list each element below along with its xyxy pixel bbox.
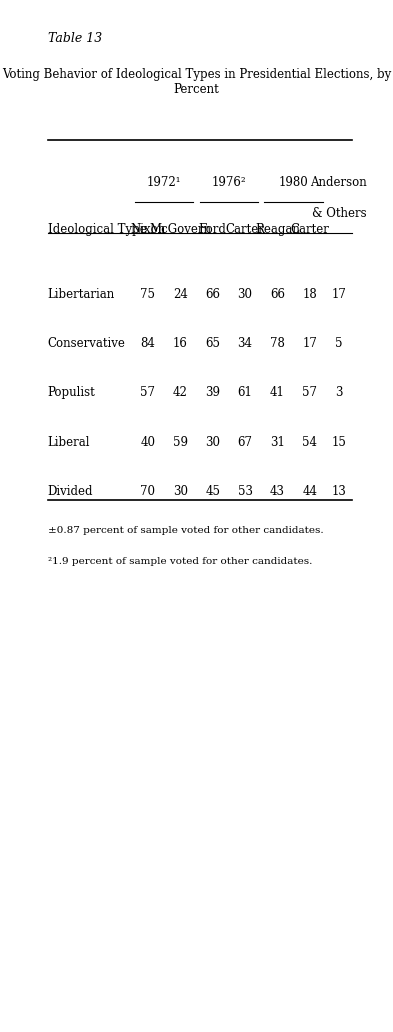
Text: ±0.87 percent of sample voted for other candidates.: ±0.87 percent of sample voted for other … [48, 525, 323, 535]
Text: McGovern: McGovern [149, 223, 211, 235]
Text: 54: 54 [302, 436, 317, 449]
Text: 59: 59 [173, 436, 188, 449]
Text: 75: 75 [140, 288, 156, 300]
Text: Populist: Populist [48, 386, 95, 399]
Text: 24: 24 [173, 288, 188, 300]
Text: 13: 13 [331, 485, 346, 498]
Text: Nixon: Nixon [130, 223, 165, 235]
Text: ²1.9 percent of sample voted for other candidates.: ²1.9 percent of sample voted for other c… [48, 556, 312, 566]
Text: Divided: Divided [48, 485, 93, 498]
Text: 34: 34 [237, 336, 253, 350]
Text: Carter: Carter [226, 223, 264, 235]
Text: 18: 18 [302, 288, 317, 300]
Text: 30: 30 [237, 288, 253, 300]
Text: 57: 57 [302, 386, 317, 399]
Text: 15: 15 [331, 436, 346, 449]
Text: 30: 30 [205, 436, 220, 449]
Text: 84: 84 [141, 336, 155, 350]
Text: Carter: Carter [290, 223, 329, 235]
Text: 78: 78 [270, 336, 285, 350]
Text: 67: 67 [237, 436, 253, 449]
Text: Reagan: Reagan [255, 223, 300, 235]
Text: 5: 5 [335, 336, 343, 350]
Text: 17: 17 [302, 336, 317, 350]
Text: Liberal: Liberal [48, 436, 90, 449]
Text: 43: 43 [270, 485, 285, 498]
Text: 31: 31 [270, 436, 285, 449]
Text: 53: 53 [237, 485, 253, 498]
Text: Anderson: Anderson [310, 176, 367, 189]
Text: Conservative: Conservative [48, 336, 125, 350]
Text: 39: 39 [205, 386, 220, 399]
Text: Voting Behavior of Ideological Types in Presidential Elections, by Percent: Voting Behavior of Ideological Types in … [2, 68, 391, 96]
Text: 66: 66 [205, 288, 220, 300]
Text: Ideological Type: Ideological Type [48, 223, 147, 235]
Text: 42: 42 [173, 386, 188, 399]
Text: Table 13: Table 13 [48, 32, 102, 45]
Text: 70: 70 [140, 485, 156, 498]
Text: & Others: & Others [312, 207, 366, 220]
Text: 1980: 1980 [279, 176, 309, 189]
Text: 66: 66 [270, 288, 285, 300]
Text: 40: 40 [140, 436, 156, 449]
Text: 41: 41 [270, 386, 285, 399]
Text: 44: 44 [302, 485, 317, 498]
Text: 16: 16 [173, 336, 188, 350]
Text: Ford: Ford [199, 223, 227, 235]
Text: 57: 57 [140, 386, 156, 399]
Text: 65: 65 [205, 336, 220, 350]
Text: 17: 17 [331, 288, 346, 300]
Text: 61: 61 [238, 386, 252, 399]
Text: 1972¹: 1972¹ [147, 176, 182, 189]
Text: 1976²: 1976² [211, 176, 246, 189]
Text: Libertarian: Libertarian [48, 288, 115, 300]
Text: 30: 30 [173, 485, 188, 498]
Text: 45: 45 [205, 485, 220, 498]
Text: 3: 3 [335, 386, 343, 399]
